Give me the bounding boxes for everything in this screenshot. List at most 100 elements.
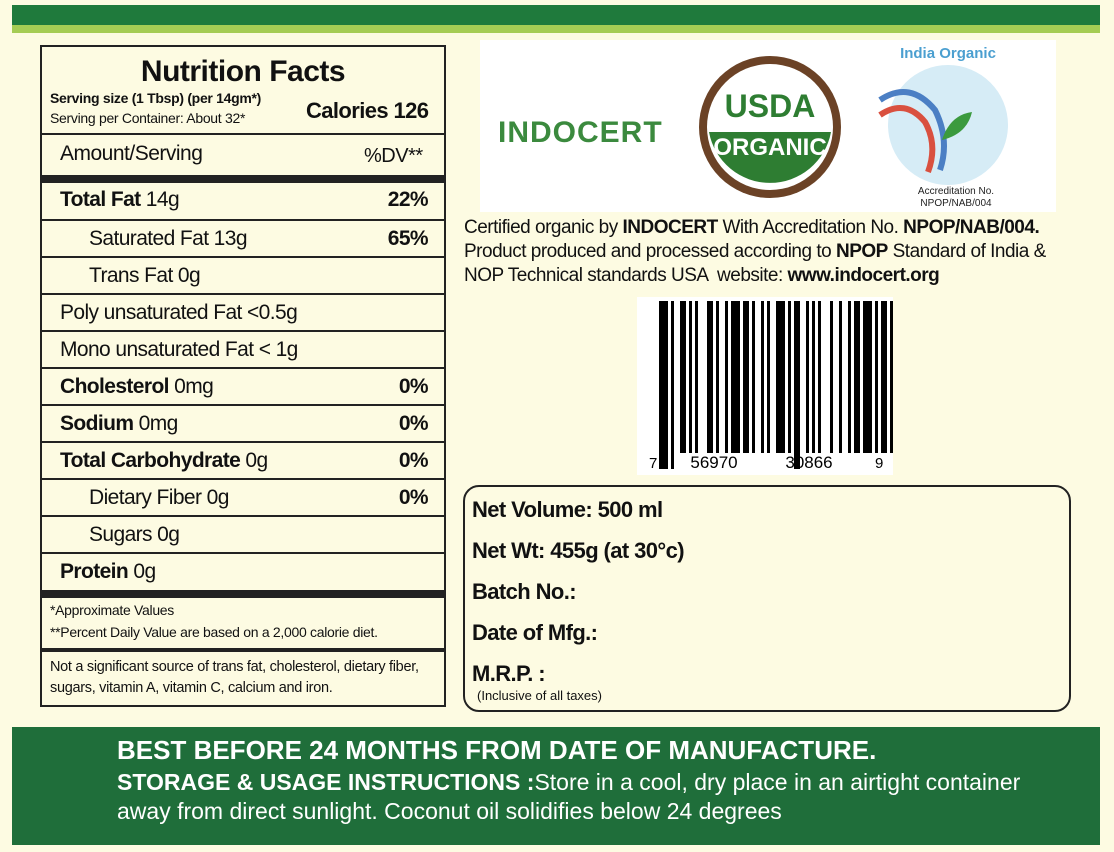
nutrient-dv: 0% <box>398 375 429 398</box>
nutrient-name: Sodium <box>60 412 134 435</box>
barcode-bar <box>788 301 791 453</box>
barcode-bar <box>767 301 770 453</box>
text: NOP Technical standards USA website: <box>464 265 788 286</box>
nutrient-name: Cholesterol <box>60 375 170 398</box>
nutrient-dv: 0% <box>398 486 429 509</box>
barcode: 7 56970 30866 9 <box>637 297 893 475</box>
dv-header: %DV** <box>364 145 423 167</box>
nutrient-row: Total Carbohydrate 0g 0% <box>42 441 444 479</box>
nutrient-name: Protein <box>60 560 129 583</box>
storage-title: STORAGE & USAGE INSTRUCTIONS : <box>117 769 535 795</box>
net-volume: Net Volume: 500 ml <box>472 497 663 522</box>
nutrient-amount: 14g <box>145 188 180 211</box>
text: NPOP <box>835 241 888 262</box>
rule <box>42 590 444 598</box>
nutrient: Sodium 0mg <box>60 406 178 442</box>
barcode-bar <box>725 301 728 453</box>
accreditation-no: NPOP/NAB/004 <box>920 198 992 209</box>
nutrient: Total Carbohydrate 0g <box>60 443 268 479</box>
top-band <box>12 5 1100 25</box>
best-before: BEST BEFORE 24 MONTHS FROM DATE OF MANUF… <box>117 735 877 765</box>
text: INDOCERT <box>622 217 718 238</box>
barcode-bar <box>794 301 800 469</box>
nutrient-name: Total Fat <box>60 188 141 211</box>
barcode-bar <box>776 301 785 453</box>
note: Not a significant source of trans fat, c… <box>50 659 419 696</box>
footer-band <box>12 727 1100 845</box>
organic-text: ORGANIC <box>713 134 826 161</box>
nutrient-dv: 65% <box>387 227 429 250</box>
barcode-bar <box>839 301 842 453</box>
barcode-bar <box>875 301 878 453</box>
serving-size: Serving size (1 Tbsp) (per 14gm*) <box>50 90 262 106</box>
barcode-bar <box>689 301 692 453</box>
storage-text: Store in a cool, dry place in an airtigh… <box>117 769 1021 824</box>
servings: Serving per Container: About 32* <box>50 110 246 126</box>
barcode-bar <box>752 301 755 453</box>
nutrient-label: Mono unsaturated Fat < 1g <box>60 338 298 361</box>
barcode-bar <box>707 301 713 453</box>
cert-line: Certified organic by INDOCERT With Accre… <box>464 217 1040 239</box>
calories: Calories 126 <box>306 98 429 123</box>
nutrient-dv: 0% <box>398 449 429 472</box>
nutrient-label: Trans Fat 0g <box>89 264 201 287</box>
accreditation: Accreditation No. <box>918 186 994 197</box>
text: Certified organic by <box>464 217 623 238</box>
footnote: *Approximate Values <box>50 602 174 618</box>
batch: Batch No.: <box>472 579 577 604</box>
barcode-bar <box>848 301 851 453</box>
rule <box>42 175 444 183</box>
cert-line: Product produced and processed according… <box>464 241 1046 263</box>
barcode-bar <box>854 301 860 453</box>
info-box <box>463 485 1071 712</box>
barcode-bar <box>830 301 833 453</box>
net-wt: Net Wt: 455g (at 30°c) <box>472 538 685 563</box>
nutrient-label: Dietary Fiber 0g <box>89 486 229 509</box>
barcode-bar <box>680 301 686 453</box>
cert-line: NOP Technical standards USA website: www… <box>464 265 940 287</box>
barcode-bar <box>863 301 872 453</box>
text: With Accreditation No. <box>717 217 904 238</box>
text: Standard of India & <box>887 241 1047 262</box>
amount-header: Amount/Serving <box>60 142 203 165</box>
usda-field <box>709 132 831 183</box>
nutrient-row: Trans Fat 0g <box>42 256 444 294</box>
storage: STORAGE & USAGE INSTRUCTIONS :Store in a… <box>117 768 1057 826</box>
nutrient-row: Poly unsaturated Fat <0.5g <box>42 293 444 331</box>
nutrient-row: Dietary Fiber 0g 0% <box>42 478 444 516</box>
arc <box>878 105 936 174</box>
nutrient-amount: 0g <box>133 560 156 583</box>
barcode-bar <box>881 301 887 453</box>
nutrient-dv: 22% <box>387 188 429 211</box>
barcode-bar <box>761 301 764 453</box>
footnote: **Percent Daily Value are based on a 2,0… <box>50 624 378 640</box>
barcode-bar <box>695 301 698 453</box>
nutrient-row: Sugars 0g <box>42 515 444 553</box>
barcode-bar <box>671 301 674 469</box>
barcode-digit: 7 <box>649 455 657 472</box>
text: Product produced and processed according… <box>464 241 836 262</box>
nutrient-label: Saturated Fat 13g <box>89 227 248 250</box>
nutrient-dv: 0% <box>398 412 429 435</box>
barcode-digit: 9 <box>875 455 883 472</box>
barcode-bar <box>812 301 815 453</box>
indocert-logo: INDOCERT <box>498 116 663 149</box>
india-organic-globe <box>888 65 1008 185</box>
barcode-digit: 30866 <box>785 453 832 472</box>
nutrient-row: Total Fat 14g 22% <box>42 182 444 218</box>
rule <box>42 648 444 652</box>
nutrition-title: Nutrition Facts <box>140 55 346 88</box>
barcode-bar <box>731 301 740 453</box>
barcode-bar <box>818 301 821 453</box>
logos: INDOCERT USDA ORGANIC India Organic Accr… <box>480 40 1056 212</box>
barcode-bar <box>659 301 668 469</box>
nutrient-row: Cholesterol 0mg 0% <box>42 367 444 405</box>
text: www.indocert.org <box>787 265 940 286</box>
nutrient-amount: 0mg <box>138 412 179 435</box>
arc <box>878 89 947 171</box>
mfg: Date of Mfg.: <box>472 620 598 645</box>
barcode-bar <box>806 301 809 453</box>
usda-text: USDA <box>725 88 816 124</box>
mrp: M.R.P. : <box>472 661 546 686</box>
